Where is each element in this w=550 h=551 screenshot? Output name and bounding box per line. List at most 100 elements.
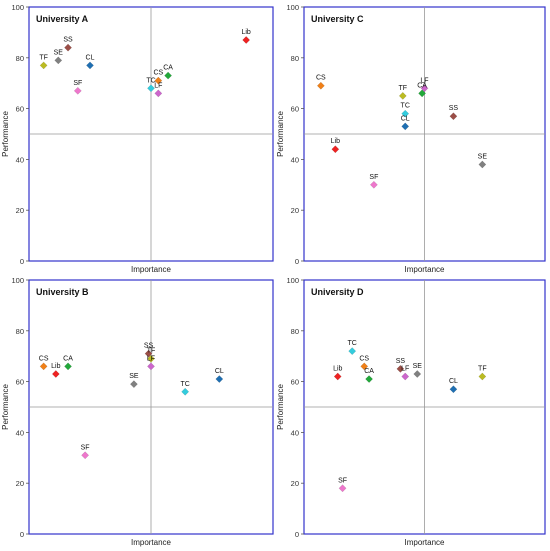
- panel-university-d: 0 20 40 60 80 100 University D Importance Perfor…: [276, 276, 546, 547]
- point-label-lf: LF: [147, 355, 155, 362]
- point-se: [54, 56, 63, 65]
- point-label-sf: SF: [369, 174, 378, 181]
- point-ss: [144, 349, 153, 358]
- point-cs: [154, 76, 163, 85]
- point-label-cl: CL: [86, 54, 95, 61]
- point-lf: [420, 84, 429, 93]
- point-cl: [449, 385, 458, 394]
- point-ca: [418, 89, 426, 98]
- x-axis-label: Importance: [131, 265, 172, 274]
- point-se: [478, 160, 487, 169]
- point-label-lib: Lib: [51, 363, 60, 370]
- point-label-cl: CL: [449, 378, 458, 385]
- point-label-se: SE: [54, 49, 64, 56]
- point-tf: [478, 372, 487, 381]
- point-sf: [73, 86, 82, 95]
- chart-title: University C: [311, 14, 364, 24]
- point-cl: [215, 375, 224, 383]
- point-label-ca: CA: [417, 82, 427, 89]
- point-label-ss: SS: [63, 37, 73, 44]
- point-sf: [338, 484, 347, 493]
- point-label-ca: CA: [163, 65, 173, 72]
- point-label-ss: SS: [449, 105, 459, 112]
- point-ca: [64, 362, 72, 371]
- y-tick-label: 0: [20, 257, 24, 266]
- y-tick-label: 100: [286, 3, 299, 12]
- x-axis-label: Importance: [404, 265, 445, 274]
- point-cs: [360, 362, 369, 371]
- y-tick-label: 20: [291, 206, 299, 215]
- point-sf: [370, 180, 378, 189]
- point-tf: [147, 354, 155, 363]
- point-label-lib: Lib: [333, 366, 342, 373]
- point-ss: [396, 365, 405, 373]
- point-tf: [39, 61, 48, 70]
- point-tc: [147, 84, 155, 93]
- point-label-tf: TF: [399, 85, 408, 92]
- point-label-cs: CS: [153, 70, 163, 77]
- chart-title: University D: [311, 287, 364, 297]
- panel-university-b: 0 20 40 60 80 100 University B Importance Perfor…: [1, 276, 274, 547]
- y-axis-label: Performance: [276, 384, 285, 430]
- point-label-tc: TC: [180, 381, 189, 388]
- y-tick-label: 80: [291, 54, 299, 63]
- point-lib: [333, 372, 342, 381]
- point-label-tf: TF: [39, 54, 48, 61]
- y-tick-label: 40: [291, 428, 299, 437]
- point-cl: [86, 61, 94, 70]
- point-se: [130, 380, 138, 389]
- point-label-sf: SF: [81, 444, 90, 451]
- point-ss: [64, 43, 72, 52]
- point-lf: [401, 372, 410, 381]
- point-se: [413, 370, 422, 378]
- y-axis-label: Performance: [1, 384, 10, 430]
- point-tc: [401, 109, 410, 118]
- point-sf: [81, 451, 90, 460]
- point-label-lib: Lib: [241, 29, 250, 36]
- point-label-ss: SS: [396, 358, 406, 365]
- y-axis-label: Performance: [1, 111, 10, 157]
- y-tick-label: 20: [16, 206, 24, 215]
- y-axis-label: Performance: [276, 111, 285, 157]
- point-label-ca: CA: [364, 368, 374, 375]
- point-cs: [316, 81, 325, 90]
- y-tick-label: 0: [20, 530, 24, 539]
- point-ca: [164, 71, 172, 80]
- point-label-se: SE: [478, 153, 488, 160]
- point-label-cl: CL: [401, 115, 410, 122]
- point-label-lf: LF: [401, 366, 409, 373]
- panel-university-a: 0 20 40 60 80 100 University A Importance Perfor…: [1, 3, 274, 274]
- point-label-lf: LF: [154, 82, 162, 89]
- point-label-ss: SS: [144, 343, 154, 350]
- point-label-ca: CA: [63, 355, 73, 362]
- y-tick-label: 80: [291, 327, 299, 336]
- point-label-tc: TC: [401, 103, 410, 110]
- point-label-tf: TF: [147, 348, 156, 355]
- y-tick-label: 40: [16, 428, 24, 437]
- point-label-sf: SF: [73, 80, 82, 87]
- chart-title: University B: [36, 287, 89, 297]
- x-axis-label: Importance: [404, 538, 445, 547]
- y-tick-label: 40: [16, 155, 24, 164]
- point-label-lib: Lib: [331, 138, 340, 145]
- point-cl: [401, 122, 410, 131]
- x-axis-label: Importance: [131, 538, 172, 547]
- chart-title: University A: [36, 14, 89, 24]
- point-label-tc: TC: [146, 77, 155, 84]
- y-tick-label: 100: [11, 276, 24, 285]
- point-tc: [348, 347, 357, 356]
- y-tick-label: 60: [16, 378, 24, 387]
- point-lib: [242, 36, 251, 44]
- point-label-tc: TC: [348, 340, 357, 347]
- point-label-se: SE: [413, 363, 423, 370]
- point-label-cl: CL: [215, 368, 224, 375]
- point-cs: [39, 362, 48, 371]
- point-label-cs: CS: [316, 75, 326, 82]
- y-tick-label: 0: [295, 257, 299, 266]
- y-tick-label: 0: [295, 530, 299, 539]
- y-tick-label: 20: [16, 479, 24, 488]
- point-lf: [154, 89, 163, 98]
- y-tick-label: 100: [11, 3, 24, 12]
- point-lib: [331, 145, 340, 154]
